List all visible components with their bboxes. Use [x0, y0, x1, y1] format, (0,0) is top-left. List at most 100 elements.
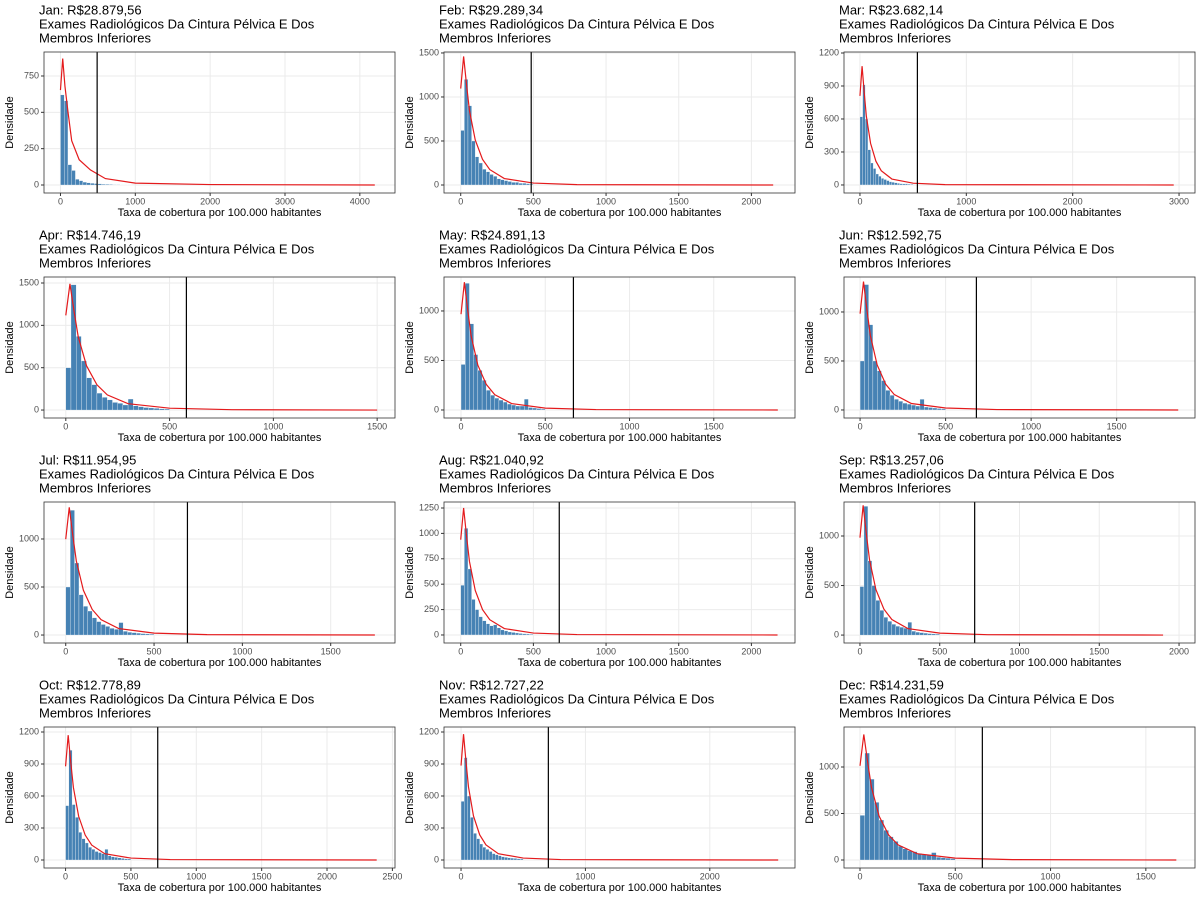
y-tick-label: 1200 [819, 47, 839, 57]
histogram-bar [122, 631, 128, 636]
y-tick-label: 1000 [419, 305, 439, 315]
plot-area [460, 277, 778, 418]
density-curve [65, 283, 378, 411]
panel-title: Membros Inferiores [839, 255, 951, 270]
y-tick-label: 1000 [819, 306, 839, 316]
histogram-bar [498, 399, 504, 411]
histogram-bar [114, 629, 119, 636]
x-axis-title: Taxa de cobertura por 100.000 habitantes [518, 432, 722, 444]
histogram-bar [107, 855, 112, 861]
histogram-bar [915, 631, 920, 636]
panel-title: Exames Radiológicos Da Cintura Pélvica E… [839, 691, 1115, 706]
panel-border [843, 276, 1196, 419]
panel-border [443, 501, 796, 644]
histogram-bar [138, 406, 144, 411]
density-curve [59, 58, 375, 186]
x-tick-label: 0 [857, 646, 862, 656]
y-axis-title: Densidade [804, 96, 816, 149]
y-tick-label: 1500 [419, 47, 439, 57]
histogram-bar [140, 633, 146, 636]
plot-background [844, 277, 1195, 418]
histogram-bar [101, 397, 108, 411]
plot-area [59, 52, 375, 193]
histogram-bar [522, 183, 527, 186]
y-axis-title: Densidade [804, 771, 816, 824]
y-tick-label: 0 [34, 404, 39, 414]
x-axis-title: Taxa de cobertura por 100.000 habitantes [118, 432, 322, 444]
y-tick-label: 600 [24, 790, 39, 800]
histogram-bar [127, 858, 132, 861]
x-tick-label: 2000 [200, 196, 220, 206]
histogram-bar [915, 405, 921, 411]
y-tick-label: 0 [34, 854, 39, 864]
x-tick-label: 1000 [596, 646, 616, 656]
histogram-bar [936, 857, 942, 861]
x-tick-label: 1500 [669, 196, 689, 206]
histogram-bar [950, 858, 956, 861]
histogram-bar [65, 367, 72, 411]
x-tick-label: 1000 [620, 421, 640, 431]
panel-title: Membros Inferiores [439, 255, 551, 270]
histogram-bar [470, 817, 474, 861]
histogram-bar [515, 405, 521, 411]
histogram-bar [926, 855, 932, 861]
histogram-bar [109, 628, 115, 636]
histogram-bar [494, 397, 500, 411]
histogram-bar [511, 404, 516, 411]
histogram-bar [489, 625, 494, 636]
panel-border [443, 276, 796, 419]
plot-area [64, 727, 377, 868]
y-tick-label: 500 [24, 581, 39, 591]
panel-title: May: R$24.891,13 [439, 227, 545, 242]
histogram-bar [902, 402, 908, 411]
x-tick-label: 0 [63, 646, 68, 656]
histogram-bar [76, 336, 82, 411]
histogram-bar [875, 173, 879, 186]
histogram-bar [120, 858, 125, 861]
x-tick-label: 500 [526, 196, 541, 206]
histogram-bar [881, 178, 885, 186]
histogram-bar [482, 847, 487, 861]
histogram-bar [504, 180, 509, 186]
plot-background [444, 52, 795, 193]
histogram-bar [501, 856, 505, 861]
density-curve [460, 56, 774, 186]
histogram-bar [903, 627, 908, 636]
plot-area [65, 277, 378, 418]
x-axis-title: Taxa de cobertura por 100.000 habitantes [118, 657, 322, 669]
histogram-bar [525, 633, 530, 636]
histogram-bar [911, 630, 916, 636]
plot-background [444, 502, 795, 643]
panel-title: Membros Inferiores [839, 480, 951, 495]
y-tick-label: 900 [424, 758, 439, 768]
histogram-bar [519, 858, 524, 861]
histogram-bar [887, 621, 893, 636]
y-tick-label: 0 [434, 854, 439, 864]
x-tick-label: 1000 [1009, 646, 1029, 656]
x-tick-label: 500 [948, 871, 963, 881]
histogram-bar [879, 610, 885, 636]
histogram-bar [86, 182, 91, 186]
histogram-bar [886, 180, 890, 186]
x-tick-label: 1500 [1107, 421, 1127, 431]
x-tick-label: 0 [858, 421, 863, 431]
panel-title: Exames Radiológicos Da Cintura Pélvica E… [839, 241, 1115, 256]
histogram-bar [532, 407, 537, 411]
histogram-bar [467, 795, 471, 861]
histogram-bar [101, 183, 106, 186]
x-tick-label: 500 [938, 421, 953, 431]
panel-border [43, 501, 396, 644]
y-tick-label: 500 [24, 362, 39, 372]
y-axis-title: Densidade [404, 546, 416, 599]
y-tick-label: 1000 [19, 533, 39, 543]
y-tick-label: 500 [424, 135, 439, 145]
x-tick-label: 1500 [321, 646, 341, 656]
histogram-bar [518, 633, 523, 636]
histogram-bar [498, 855, 502, 861]
